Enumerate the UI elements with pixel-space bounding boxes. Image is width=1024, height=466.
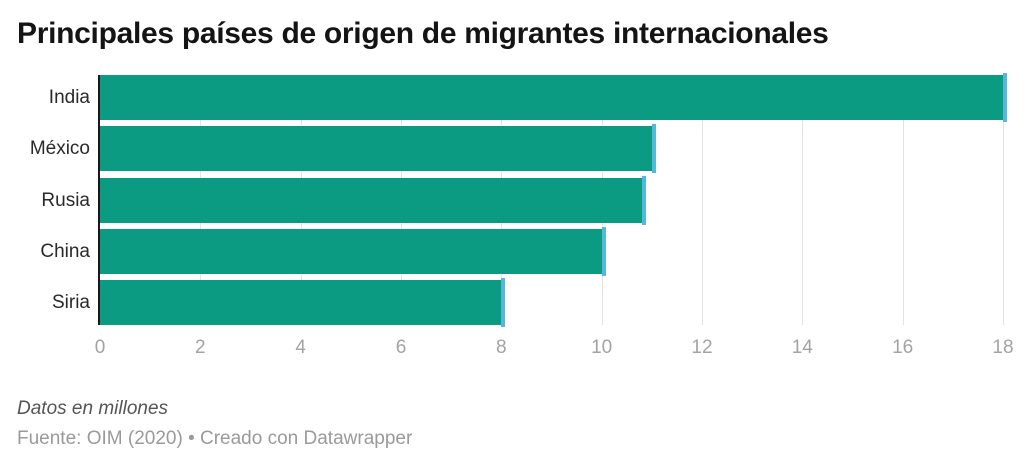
category-label: México [29,138,90,160]
axis-tick-label: 6 [395,337,407,358]
bar-end-cap [1002,73,1007,122]
x-axis-tick-labels: 0 2 4 6 8 10 12 14 16 18 [95,337,1014,359]
bar-rows: India México Rusia China Siria [0,73,1024,327]
bar [100,226,606,276]
category-label: China [40,240,90,262]
gridline [1002,75,1004,325]
category-label: Rusia [41,189,90,211]
axis-tick-label: 2 [195,337,206,358]
bar-end-cap [501,278,506,327]
bar [100,124,656,174]
bar-row: India [0,73,1024,122]
bar-row: Rusia [0,175,1024,225]
chart-title: Principales países de origen de migrante… [17,17,829,50]
axis-tick-label: 0 [94,337,106,358]
bar-end-cap [641,175,646,225]
bar-end-cap [651,124,656,174]
category-label: India [48,87,90,108]
data-note: Datos en millones [17,398,169,419]
bar-track [100,73,1008,122]
gridline [802,75,804,325]
y-axis-line [98,75,100,325]
axis-tick-label: 14 [791,337,813,358]
bar-end-cap [601,226,606,276]
axis-tick-label: 16 [892,337,914,358]
axis-tick-label: 8 [496,337,507,358]
bar-row: México [0,124,1024,174]
bar [100,278,506,327]
gridline [701,75,703,325]
bar-row: Siria [0,278,1024,327]
plot-area: India México Rusia China Siria [0,73,1024,327]
axis-tick-label: 18 [992,337,1014,358]
axis-tick-label: 4 [295,337,306,358]
axis-tick-label: 12 [691,337,713,358]
axis-tick-label: 10 [591,337,613,358]
category-label: Siria [51,292,90,313]
bar [100,175,646,225]
source-attribution: Fuente: OIM (2020) • Creado con Datawrap… [17,428,413,449]
bar-track [100,124,1008,174]
bar-track [100,175,1008,225]
bar [100,73,1007,122]
bar-row: China [0,226,1024,276]
bar-track [100,226,1008,276]
bar-track [100,278,1008,327]
gridline [902,75,904,325]
